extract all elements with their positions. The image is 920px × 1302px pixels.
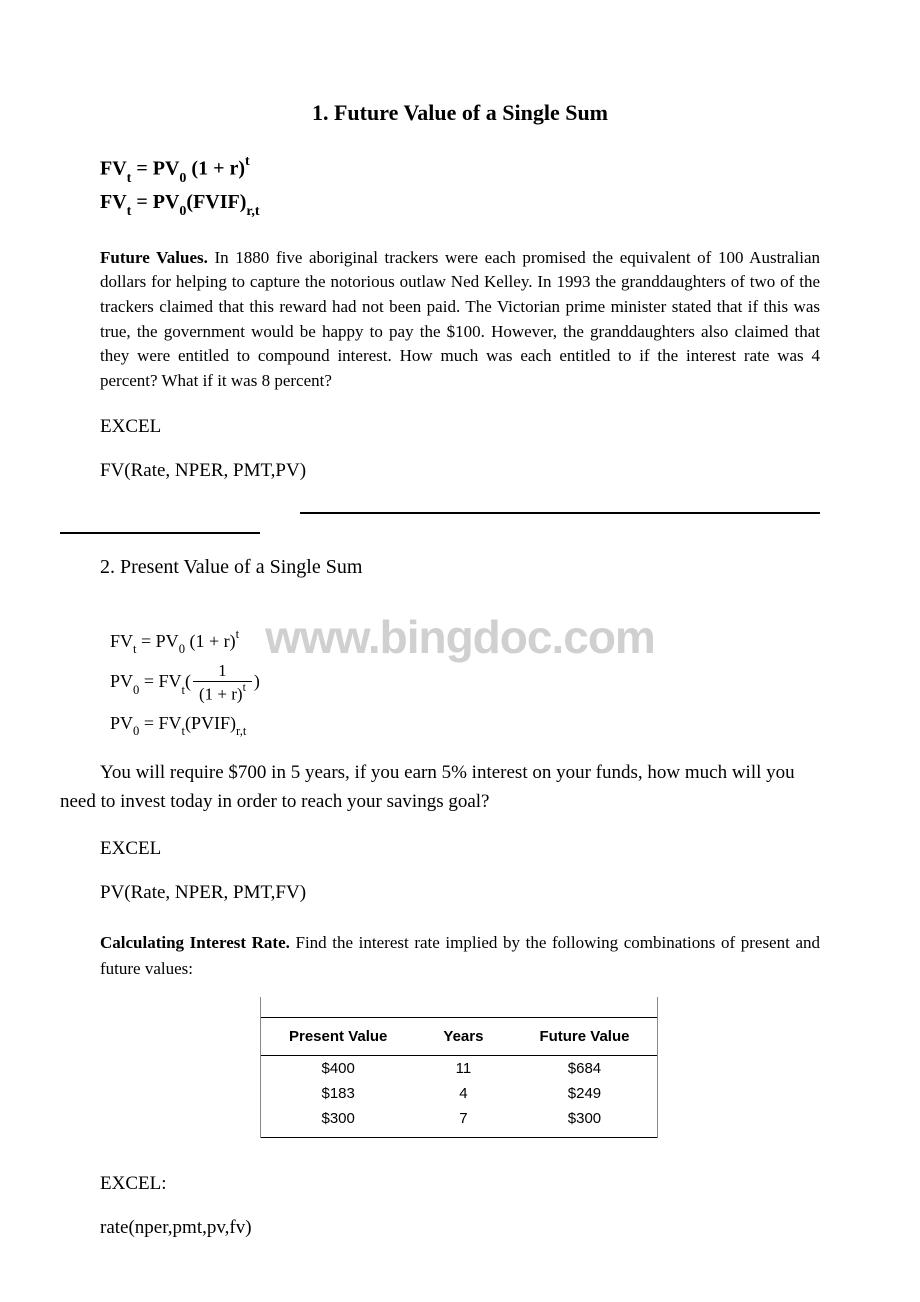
excel-label-3: EXCEL: xyxy=(100,1173,830,1195)
table-header-fv: Future Value xyxy=(511,1018,657,1056)
calculating-rate-label: Calculating Interest Rate. xyxy=(100,933,290,952)
question-2-paragraph: You will require $700 in 5 years, if you… xyxy=(60,759,820,816)
table-row: $400 11 $684 xyxy=(261,1056,657,1082)
formula-2c: PV0 = FVt(PVIF)r,t xyxy=(110,713,830,738)
table-row: $183 4 $249 xyxy=(261,1081,657,1106)
table-row: $300 7 $300 xyxy=(261,1106,657,1138)
formula-1a: FVt = PV0 (1 + r)t xyxy=(100,156,830,185)
rate-table: Present Value Years Future Value $400 11… xyxy=(261,1017,657,1138)
excel-label-1: EXCEL xyxy=(100,416,830,438)
table-header-years: Years xyxy=(415,1018,511,1056)
excel-fn-1: FV(Rate, NPER, PMT,PV) xyxy=(100,460,830,482)
future-values-paragraph: Future Values. In 1880 five aboriginal t… xyxy=(100,246,820,394)
rate-table-wrapper: Present Value Years Future Value $400 11… xyxy=(260,997,658,1138)
calculating-rate-paragraph: Calculating Interest Rate. Find the inte… xyxy=(100,930,820,981)
formula-2b: PV0 = FVt(1(1 + r)t) xyxy=(110,661,830,705)
formula-1b: FVt = PV0(FVIF)r,t xyxy=(100,191,830,218)
divider-top xyxy=(300,512,820,514)
future-values-label: Future Values. xyxy=(100,248,208,267)
excel-label-2: EXCEL xyxy=(100,838,830,860)
excel-fn-2: PV(Rate, NPER, PMT,FV) xyxy=(100,882,830,904)
excel-fn-3: rate(nper,pmt,pv,fv) xyxy=(100,1217,830,1239)
table-header-row: Present Value Years Future Value xyxy=(261,1018,657,1056)
section1-title: 1. Future Value of a Single Sum xyxy=(90,100,830,126)
table-header-pv: Present Value xyxy=(261,1018,415,1056)
divider-bottom xyxy=(60,532,260,534)
section2-title: 2. Present Value of a Single Sum xyxy=(100,556,830,579)
formula-2a: FVt = PV0 (1 + r)t xyxy=(110,629,830,656)
